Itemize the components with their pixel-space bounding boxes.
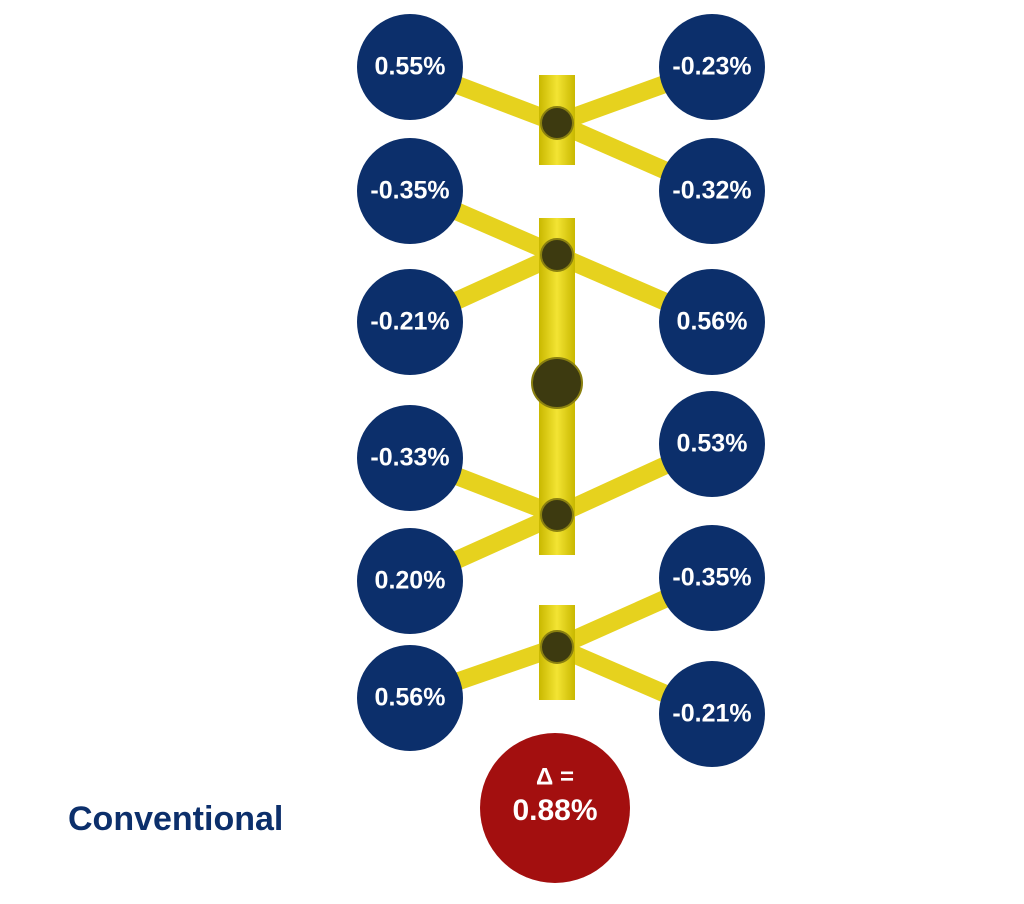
delta-circle bbox=[480, 733, 630, 883]
joint bbox=[531, 357, 583, 409]
node-circle bbox=[357, 645, 463, 751]
node-label: 0.53% bbox=[677, 430, 748, 458]
node-label: 0.56% bbox=[375, 684, 446, 712]
delta-value: 0.88% bbox=[512, 794, 597, 827]
node-label: -0.23% bbox=[672, 53, 751, 81]
node-label: -0.21% bbox=[370, 308, 449, 336]
node-circle bbox=[357, 14, 463, 120]
node-circle bbox=[357, 138, 463, 244]
node-label: 0.56% bbox=[677, 308, 748, 336]
joint bbox=[540, 238, 574, 272]
node-circle bbox=[659, 138, 765, 244]
node-circle bbox=[659, 525, 765, 631]
node-circle bbox=[357, 405, 463, 511]
node-label: -0.35% bbox=[672, 564, 751, 592]
joint bbox=[540, 498, 574, 532]
node-label: -0.32% bbox=[672, 177, 751, 205]
node-label: -0.35% bbox=[370, 177, 449, 205]
node-label: -0.21% bbox=[672, 700, 751, 728]
caption: Conventional bbox=[68, 800, 283, 838]
node-label: -0.33% bbox=[370, 444, 449, 472]
node-label: 0.20% bbox=[375, 567, 446, 595]
node-circle bbox=[659, 661, 765, 767]
joints bbox=[531, 106, 583, 664]
node-circle bbox=[659, 14, 765, 120]
delta-symbol: Δ = bbox=[536, 763, 574, 790]
node-circle bbox=[659, 391, 765, 497]
node-label: 0.55% bbox=[375, 53, 446, 81]
nodes: 0.55% -0.35% -0.21% -0.33% 0.20% 0.56% -0.23% -… bbox=[357, 14, 765, 767]
joint bbox=[540, 106, 574, 140]
node-circle bbox=[659, 269, 765, 375]
joint bbox=[540, 630, 574, 664]
node-circle bbox=[357, 269, 463, 375]
node-circle bbox=[357, 528, 463, 634]
